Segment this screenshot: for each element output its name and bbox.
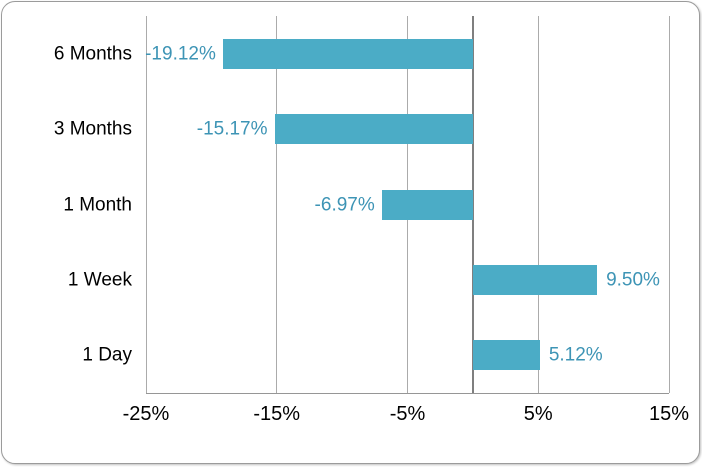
x-gridline	[145, 16, 147, 393]
value-axis-line	[146, 393, 669, 394]
data-label: -19.12%	[145, 43, 216, 65]
x-axis-tick-label: 15%	[648, 403, 690, 425]
category-axis-label: 6 Months	[53, 43, 132, 65]
data-label: -15.17%	[196, 118, 268, 140]
bar-1-month	[381, 189, 473, 220]
zero-axis-line	[471, 16, 474, 393]
x-axis-tick-label: -25%	[122, 403, 170, 425]
x-axis-tick-label: 5%	[523, 403, 553, 425]
bar-3-months	[274, 114, 473, 145]
data-label: -6.97%	[314, 194, 375, 215]
bar-6-months	[222, 38, 473, 69]
x-gridline	[537, 16, 539, 393]
x-axis-tick-label: -15%	[253, 403, 301, 425]
plot-area: -19.12% -15.17% -6.97% 9.50% 5.12%	[145, 16, 670, 394]
bar-1-day	[472, 340, 540, 371]
category-axis-label: 1 Day	[82, 344, 132, 366]
x-gridline	[668, 16, 670, 393]
x-axis-tick-label: -5%	[389, 403, 426, 425]
category-axis-label: 1 Week	[67, 269, 132, 291]
category-axis-label: 3 Months	[53, 118, 132, 140]
category-axis-label: 1 Month	[63, 194, 132, 215]
data-label: 9.50%	[606, 269, 660, 291]
x-gridline	[276, 16, 278, 393]
data-label: 5.12%	[548, 344, 603, 366]
bar-1-week	[472, 264, 598, 295]
